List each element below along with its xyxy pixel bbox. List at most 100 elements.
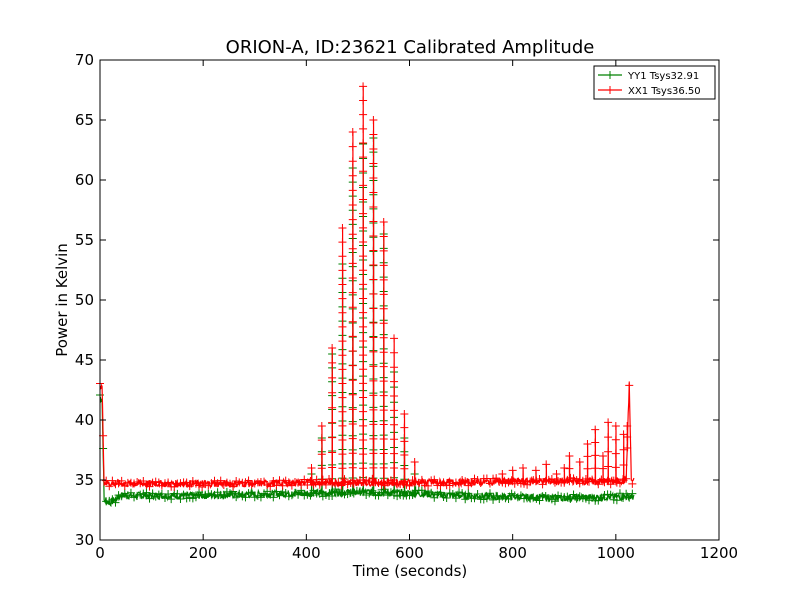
data-point xyxy=(348,434,357,443)
data-point xyxy=(139,476,148,485)
data-point xyxy=(550,497,559,506)
data-point xyxy=(390,377,399,386)
data-point xyxy=(611,477,620,486)
data-point xyxy=(338,322,347,331)
data-point xyxy=(359,252,368,261)
data-point xyxy=(348,186,357,195)
data-point xyxy=(359,435,368,444)
data-point xyxy=(390,406,399,415)
data-point xyxy=(623,433,632,441)
data-point xyxy=(359,280,368,289)
data-point xyxy=(359,96,368,105)
data-point xyxy=(374,491,383,500)
data-point xyxy=(359,181,368,190)
data-point xyxy=(369,420,378,429)
data-point xyxy=(359,351,368,360)
data-point xyxy=(410,458,419,466)
data-point xyxy=(369,202,378,211)
data-point xyxy=(598,464,607,473)
data-point xyxy=(359,167,368,176)
data-point xyxy=(337,481,346,490)
data-point xyxy=(461,477,470,486)
data-point xyxy=(325,475,334,484)
data-point xyxy=(369,116,378,124)
data-point xyxy=(306,491,315,500)
data-point xyxy=(328,433,337,442)
data-point xyxy=(359,486,368,495)
y-tick-label: 35 xyxy=(75,471,94,489)
data-point xyxy=(379,420,388,429)
data-point xyxy=(328,418,337,427)
data-point xyxy=(369,260,378,269)
data-point xyxy=(359,138,368,147)
data-point xyxy=(476,478,485,487)
data-point xyxy=(359,110,368,119)
data-point xyxy=(247,488,256,497)
data-point xyxy=(461,495,470,504)
data-point xyxy=(436,488,445,497)
data-point xyxy=(348,259,357,268)
data-point xyxy=(565,477,574,486)
data-point xyxy=(126,488,135,497)
data-point xyxy=(359,407,368,416)
data-point xyxy=(369,449,378,458)
legend-marker xyxy=(606,71,614,79)
data-point xyxy=(508,466,517,475)
data-point xyxy=(628,479,637,488)
data-point xyxy=(348,376,357,385)
chart-title: ORION-A, ID:23621 Calibrated Amplitude xyxy=(226,37,595,58)
data-point xyxy=(241,493,250,502)
y-tick-label: 40 xyxy=(75,411,94,429)
data-point xyxy=(191,493,200,502)
data-point xyxy=(328,463,337,472)
data-point xyxy=(176,494,185,503)
data-point xyxy=(542,460,551,469)
data-point xyxy=(269,476,278,485)
data-point xyxy=(338,337,347,346)
data-point xyxy=(368,486,377,495)
y-tick-label: 65 xyxy=(75,111,94,129)
data-point xyxy=(369,405,378,414)
data-point xyxy=(485,479,494,488)
data-point xyxy=(266,482,275,491)
data-point xyxy=(379,218,388,226)
data-point xyxy=(318,475,327,484)
data-point xyxy=(338,308,347,317)
data-point xyxy=(369,130,378,139)
data-point xyxy=(300,475,309,484)
data-point xyxy=(400,423,409,432)
data-point xyxy=(615,479,624,488)
data-point xyxy=(348,361,357,370)
data-point xyxy=(359,294,368,303)
y-tick-label: 55 xyxy=(75,231,94,249)
data-point xyxy=(583,464,592,473)
data-point xyxy=(591,438,600,447)
data-point xyxy=(604,462,613,471)
data-point xyxy=(348,449,357,458)
data-point xyxy=(338,224,347,232)
data-point xyxy=(348,215,357,224)
data-point xyxy=(359,450,368,459)
data-point xyxy=(467,479,476,488)
data-point xyxy=(390,475,399,484)
data-point xyxy=(359,322,368,331)
data-point xyxy=(531,466,540,475)
x-tick-label: 600 xyxy=(395,544,424,562)
data-point xyxy=(408,490,417,499)
data-point xyxy=(185,482,194,491)
data-point xyxy=(369,318,378,327)
data-point xyxy=(348,274,357,282)
data-point xyxy=(369,333,378,342)
data-point xyxy=(359,336,368,345)
data-point xyxy=(379,246,388,255)
data-point xyxy=(338,407,347,416)
data-point xyxy=(348,488,357,497)
data-point xyxy=(379,319,388,328)
data-point xyxy=(379,406,388,415)
data-point xyxy=(455,480,464,489)
x-tick-label: 400 xyxy=(292,544,321,562)
data-point xyxy=(164,478,173,487)
data-point xyxy=(379,463,388,472)
data-point xyxy=(565,452,574,460)
